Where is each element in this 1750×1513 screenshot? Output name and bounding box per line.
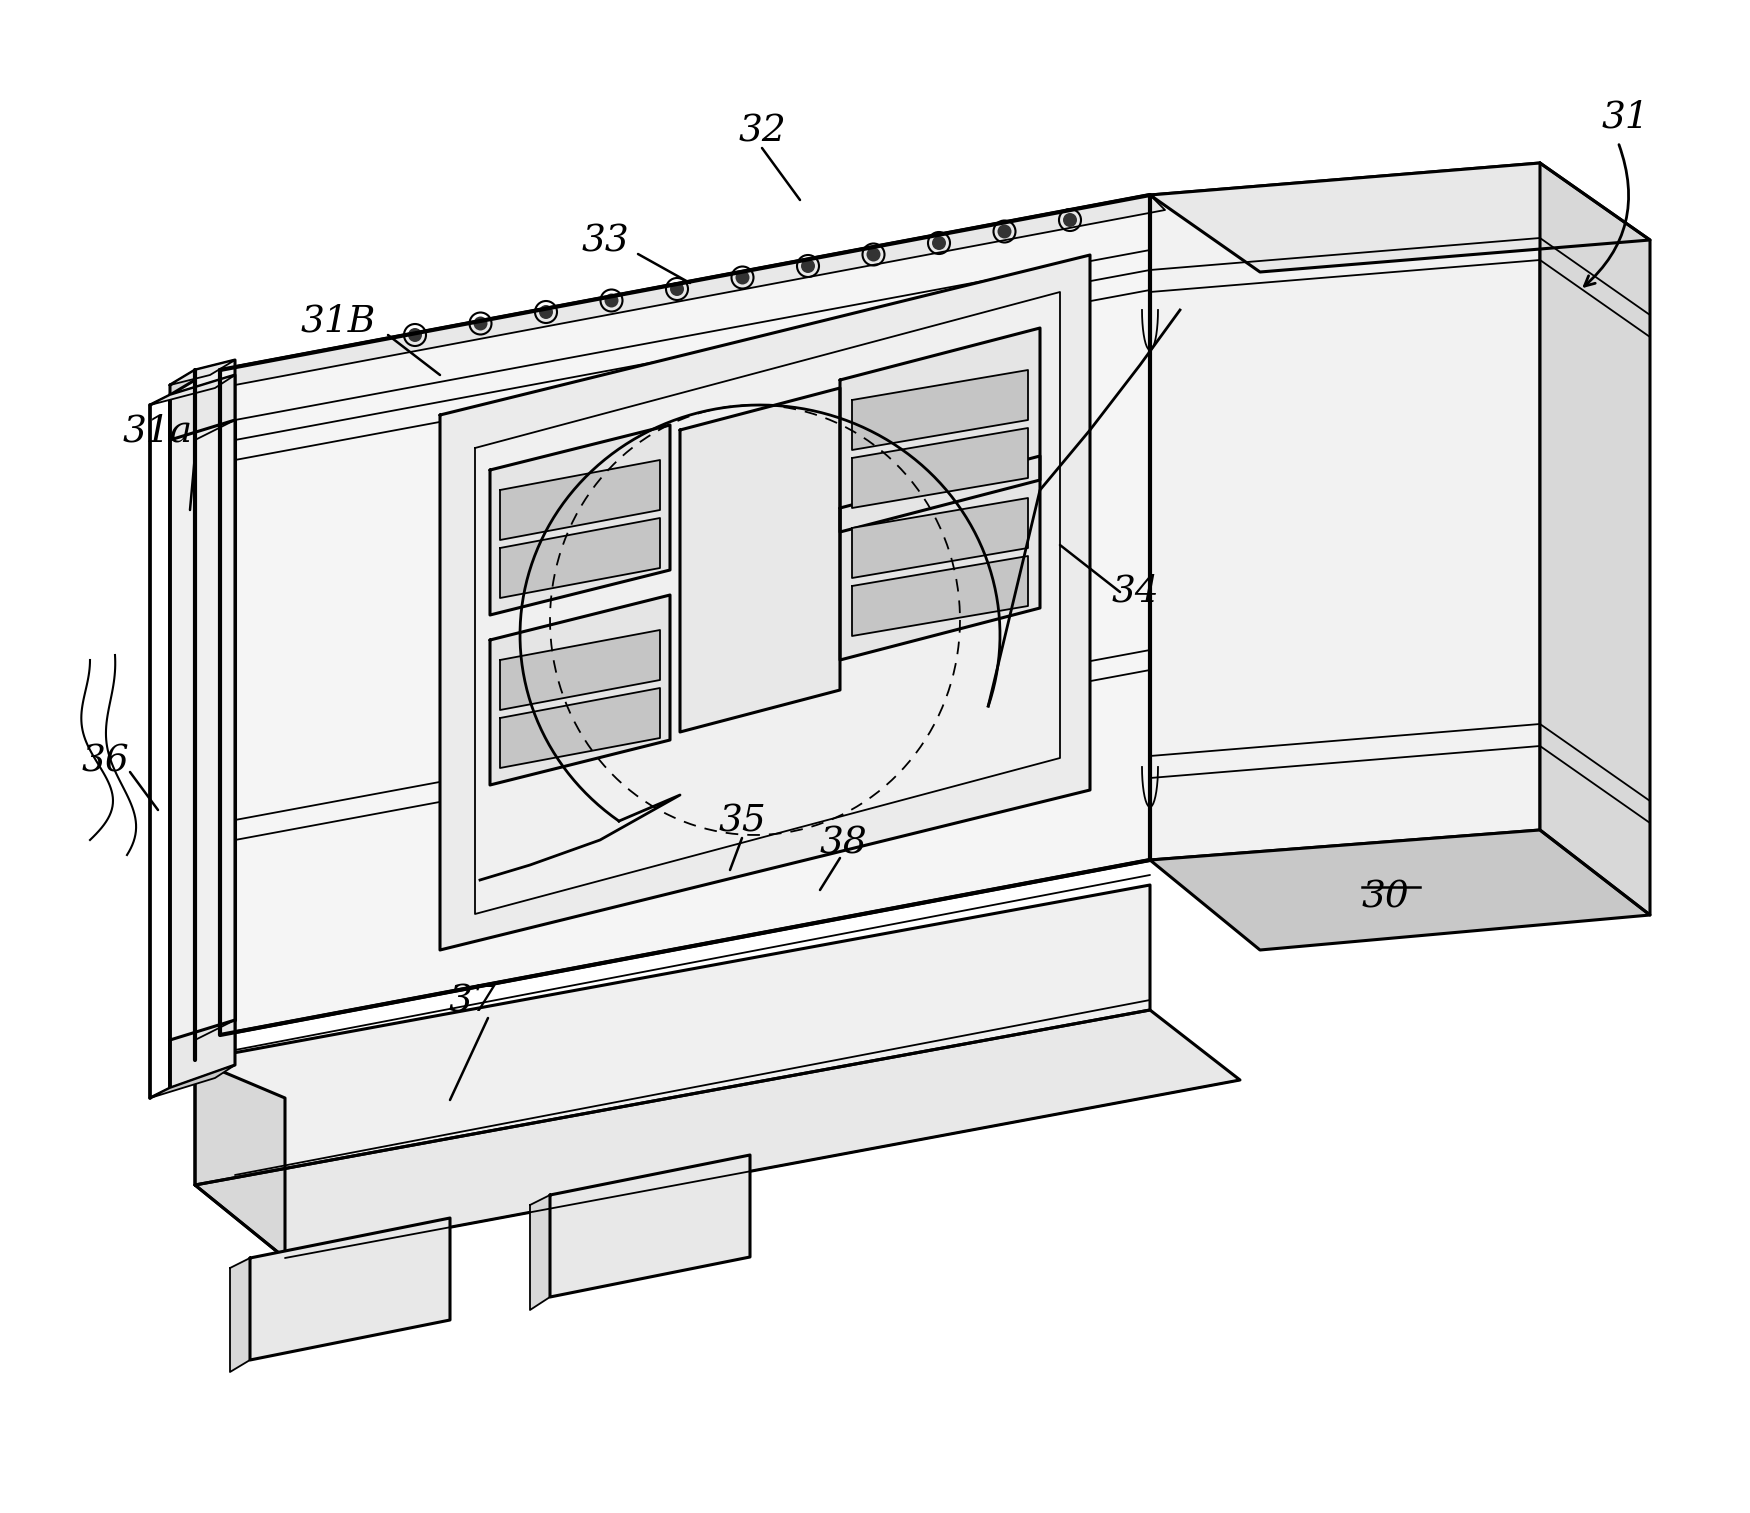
Polygon shape: [250, 1218, 450, 1360]
Circle shape: [866, 248, 880, 262]
Polygon shape: [490, 425, 670, 614]
Circle shape: [735, 271, 749, 284]
Circle shape: [539, 306, 553, 319]
Text: 36: 36: [80, 744, 130, 781]
Polygon shape: [439, 256, 1090, 950]
Text: 33: 33: [581, 224, 628, 260]
Circle shape: [997, 224, 1011, 239]
Text: 35: 35: [718, 803, 766, 840]
Polygon shape: [500, 629, 660, 710]
Circle shape: [1062, 213, 1076, 227]
Polygon shape: [550, 1154, 751, 1297]
Polygon shape: [150, 375, 235, 405]
Polygon shape: [530, 1195, 550, 1310]
Text: 34: 34: [1111, 573, 1158, 610]
Polygon shape: [194, 1061, 285, 1257]
Polygon shape: [170, 380, 194, 1088]
Polygon shape: [1150, 163, 1540, 859]
Polygon shape: [840, 455, 1040, 660]
Circle shape: [604, 294, 618, 307]
Polygon shape: [220, 195, 1166, 384]
Polygon shape: [490, 595, 670, 785]
Polygon shape: [500, 688, 660, 769]
Polygon shape: [150, 1065, 235, 1098]
Text: 30: 30: [1362, 881, 1409, 915]
Polygon shape: [852, 498, 1027, 578]
Text: 38: 38: [819, 825, 866, 861]
Text: 31: 31: [1601, 100, 1648, 136]
Polygon shape: [229, 1257, 250, 1372]
Circle shape: [474, 316, 488, 330]
FancyArrowPatch shape: [1584, 145, 1629, 286]
Polygon shape: [170, 1050, 234, 1077]
Polygon shape: [500, 517, 660, 598]
Polygon shape: [852, 371, 1027, 449]
Circle shape: [408, 328, 422, 342]
Text: 31B: 31B: [301, 304, 376, 340]
Polygon shape: [681, 387, 840, 732]
Polygon shape: [194, 360, 234, 1061]
Polygon shape: [1150, 163, 1650, 272]
Text: 32: 32: [738, 113, 786, 150]
Polygon shape: [170, 360, 234, 384]
Polygon shape: [474, 292, 1060, 914]
Polygon shape: [500, 460, 660, 540]
Circle shape: [933, 236, 947, 250]
Polygon shape: [1540, 163, 1650, 915]
Polygon shape: [170, 1020, 234, 1088]
Polygon shape: [220, 195, 1150, 1035]
Polygon shape: [1150, 831, 1650, 950]
Polygon shape: [194, 1011, 1241, 1257]
Text: 37: 37: [448, 983, 495, 1020]
Polygon shape: [852, 428, 1027, 508]
Polygon shape: [852, 555, 1027, 635]
Polygon shape: [170, 371, 194, 1077]
Text: 31a: 31a: [123, 415, 192, 449]
Polygon shape: [840, 328, 1040, 533]
Polygon shape: [194, 885, 1150, 1185]
Circle shape: [670, 281, 684, 297]
Circle shape: [802, 259, 816, 272]
Polygon shape: [170, 375, 234, 440]
